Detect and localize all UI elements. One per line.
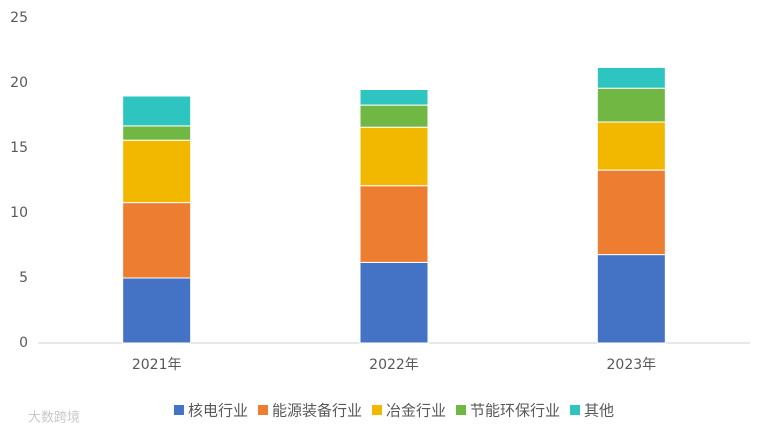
bar-segment: [122, 202, 192, 279]
bar-segment: [359, 126, 429, 187]
legend-label: 其他: [584, 402, 614, 420]
legend-swatch: [173, 405, 184, 415]
bar-segment: [596, 169, 666, 256]
legend-swatch: [257, 405, 268, 415]
bar-segment: [122, 125, 192, 141]
legend-label: 核电行业: [188, 402, 248, 420]
bar-segment: [359, 89, 429, 106]
y-tick-label: 20: [10, 75, 28, 91]
bar-segment: [359, 104, 429, 128]
bar-segment: [596, 254, 666, 344]
y-tick-label: 0: [19, 335, 28, 351]
bar-segment: [359, 185, 429, 263]
y-tick-label: 10: [10, 205, 28, 221]
x-tick-label: 2022年: [369, 357, 419, 373]
legend-swatch: [456, 405, 467, 415]
bar-segment: [122, 139, 192, 204]
bar-segment: [596, 87, 666, 123]
legend-label: 能源装备行业: [272, 402, 362, 420]
y-tick-label: 15: [10, 140, 28, 156]
legend-swatch: [570, 405, 581, 415]
bar-segment: [596, 66, 666, 89]
bar-segment: [596, 121, 666, 171]
bar-segment: [359, 261, 429, 344]
legend-label: 节能环保行业: [470, 402, 560, 420]
y-tick-label: 25: [10, 10, 28, 26]
bar-segment: [122, 95, 192, 127]
watermark: 大数跨境: [28, 411, 80, 426]
x-tick-label: 2023年: [607, 357, 657, 373]
x-tick-label: 2021年: [132, 357, 182, 373]
legend-label: 冶金行业: [386, 402, 446, 420]
legend-swatch: [371, 405, 382, 415]
bar-segment: [122, 277, 192, 344]
y-tick-label: 5: [19, 270, 28, 286]
